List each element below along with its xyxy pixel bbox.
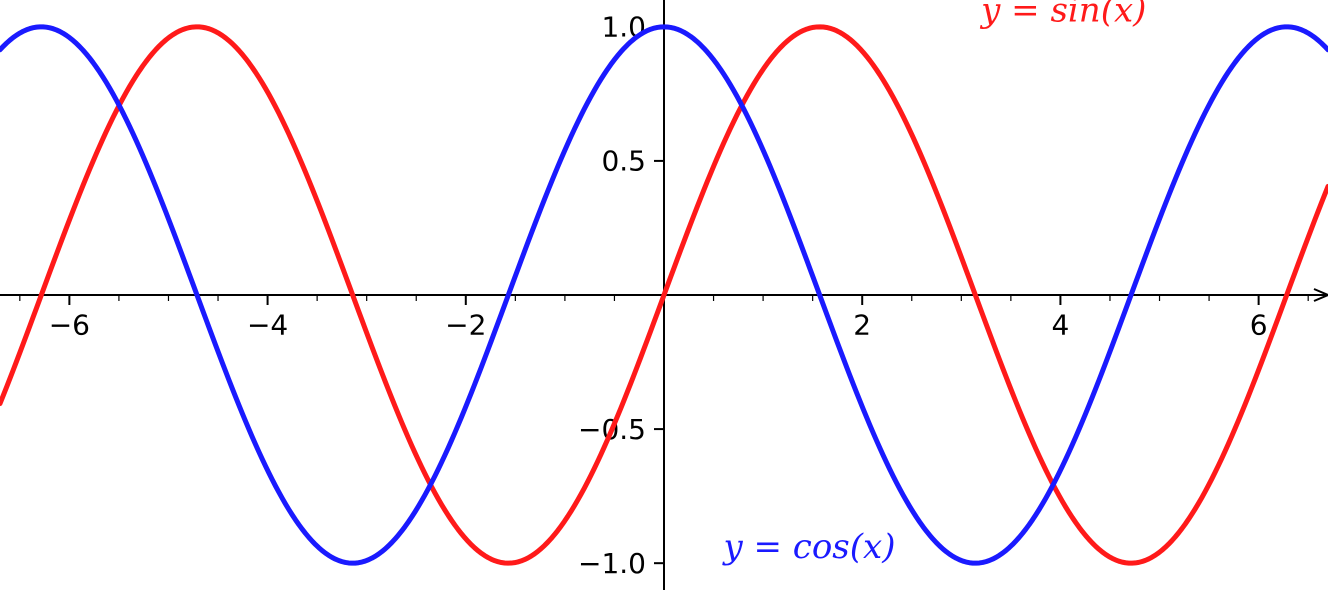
series-label-sin: y = sin(x)	[979, 0, 1146, 30]
x-tick-label: −6	[49, 308, 90, 341]
trig-chart: −6−4−2246−1.0−0.50.51.0y = sin(x)y = cos…	[0, 0, 1328, 590]
chart-container: −6−4−2246−1.0−0.50.51.0y = sin(x)y = cos…	[0, 0, 1328, 590]
series-label-cos: y = cos(x)	[721, 527, 895, 567]
x-tick-label: 4	[1052, 308, 1070, 341]
x-tick-label: 2	[853, 308, 871, 341]
plot-area: −6−4−2246−1.0−0.50.51.0y = sin(x)y = cos…	[0, 0, 1328, 590]
x-tick-label: 6	[1250, 308, 1268, 341]
y-tick-label: 1.0	[601, 11, 646, 44]
x-tick-label: −2	[445, 308, 486, 341]
x-tick-label: −4	[247, 308, 288, 341]
y-tick-label: 0.5	[601, 145, 646, 178]
y-tick-label: −1.0	[578, 547, 646, 580]
